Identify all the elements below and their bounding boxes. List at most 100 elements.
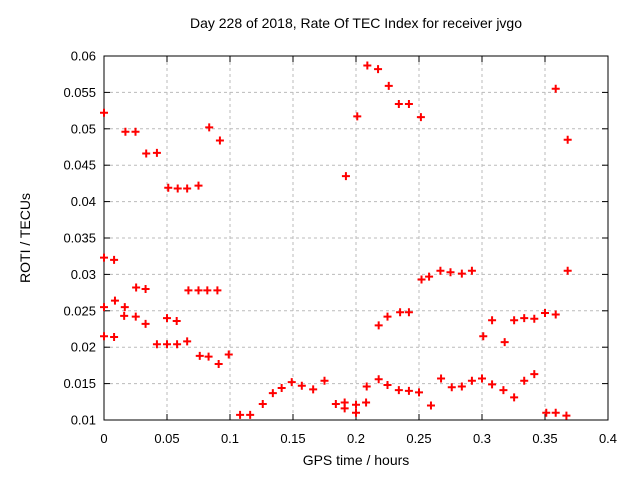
data-point-marker: [164, 183, 173, 192]
data-point-marker: [131, 127, 140, 136]
x-tick-label: 0.4: [599, 431, 617, 446]
data-point-marker: [215, 136, 224, 145]
data-point-marker: [551, 408, 560, 417]
data-point-marker: [132, 283, 141, 292]
data-point-marker: [131, 312, 140, 321]
data-point-marker: [287, 378, 296, 387]
data-point-marker: [205, 123, 214, 132]
data-point-marker: [542, 408, 551, 417]
data-point-marker: [479, 332, 488, 341]
data-point-marker: [141, 319, 150, 328]
y-tick-label: 0.06: [71, 49, 96, 64]
data-point-marker: [374, 375, 383, 384]
data-point-marker: [120, 303, 129, 312]
data-point-marker: [404, 308, 413, 317]
data-point-marker: [194, 286, 203, 295]
data-point-marker: [457, 269, 466, 278]
data-point-marker: [331, 399, 340, 408]
data-point-marker: [362, 398, 371, 407]
data-point-marker: [194, 181, 203, 190]
data-point-marker: [224, 350, 233, 359]
data-point-marker: [340, 404, 349, 413]
data-point-marker: [374, 65, 383, 74]
y-tick-label: 0.05: [71, 121, 96, 136]
data-point-marker: [510, 393, 519, 402]
data-point-marker: [446, 268, 455, 277]
y-tick-label: 0.045: [63, 158, 96, 173]
data-points: [100, 61, 572, 420]
data-point-marker: [383, 381, 392, 390]
data-point-marker: [488, 380, 497, 389]
y-tick-label: 0.01: [71, 413, 96, 428]
data-point-marker: [152, 148, 161, 157]
y-tick-label: 0.035: [63, 231, 96, 246]
y-tick-label: 0.04: [71, 194, 96, 209]
data-point-marker: [551, 84, 560, 93]
data-point-marker: [152, 340, 161, 349]
data-point-marker: [163, 314, 171, 323]
data-point-marker: [520, 376, 529, 385]
data-point-marker: [383, 312, 392, 321]
data-point-marker: [297, 381, 306, 390]
tick-labels: 0 0.05 0.1 0.15 0.2 0.25 0.3 0.35 0.4 0.01 0.015 0.…: [63, 49, 617, 447]
data-point-marker: [510, 316, 519, 325]
data-point-marker: [110, 333, 119, 342]
data-point-marker: [183, 184, 192, 193]
data-point-marker: [195, 351, 204, 360]
data-point-marker: [309, 385, 318, 394]
data-point-marker: [500, 338, 509, 347]
data-point-marker: [374, 321, 383, 330]
data-point-marker: [530, 314, 539, 323]
data-point-marker: [362, 382, 371, 391]
data-point-marker: [352, 408, 360, 417]
data-point-marker: [183, 337, 192, 346]
x-tick-label: 0.15: [280, 431, 305, 446]
y-tick-label: 0.02: [71, 340, 96, 355]
y-tick-label: 0.055: [63, 85, 96, 100]
y-tick-label: 0.025: [63, 303, 96, 318]
x-tick-label: 0.2: [347, 431, 365, 446]
data-point-marker: [363, 61, 372, 70]
data-point-marker: [437, 374, 446, 383]
data-point-marker: [172, 316, 181, 325]
data-point-marker: [100, 253, 108, 262]
data-point-marker: [415, 388, 423, 397]
y-tick-label: 0.015: [63, 376, 96, 391]
data-point-marker: [203, 286, 212, 295]
data-point-marker: [204, 352, 213, 361]
data-point-marker: [384, 81, 393, 90]
data-point-marker: [100, 332, 108, 341]
data-point-marker: [520, 314, 529, 323]
data-point-marker: [268, 389, 277, 398]
data-point-marker: [562, 411, 571, 420]
data-point-marker: [563, 135, 572, 144]
x-axis-label: GPS time / hours: [302, 452, 410, 468]
data-point-marker: [184, 286, 193, 295]
data-point-marker: [417, 275, 426, 284]
y-axis-label: ROTI / TECUs: [17, 193, 33, 283]
data-point-marker: [478, 374, 486, 383]
data-point-marker: [499, 386, 508, 395]
data-point-marker: [467, 376, 476, 385]
data-point-marker: [236, 410, 245, 419]
data-point-marker: [447, 383, 456, 392]
y-tick-label: 0.03: [71, 267, 96, 282]
data-point-marker: [467, 266, 476, 275]
data-point-marker: [404, 100, 413, 109]
data-point-marker: [457, 382, 466, 391]
data-point-marker: [100, 108, 108, 117]
data-point-marker: [394, 386, 403, 395]
data-point-marker: [258, 399, 267, 408]
data-point-marker: [488, 316, 497, 325]
x-tick-label: 0.1: [221, 431, 239, 446]
data-point-marker: [541, 308, 549, 317]
data-point-marker: [341, 172, 350, 181]
data-point-marker: [396, 308, 405, 317]
data-point-marker: [173, 184, 182, 193]
data-point-marker: [563, 266, 572, 275]
x-tick-label: 0.35: [532, 431, 557, 446]
data-point-marker: [163, 340, 171, 349]
data-point-marker: [551, 310, 560, 319]
